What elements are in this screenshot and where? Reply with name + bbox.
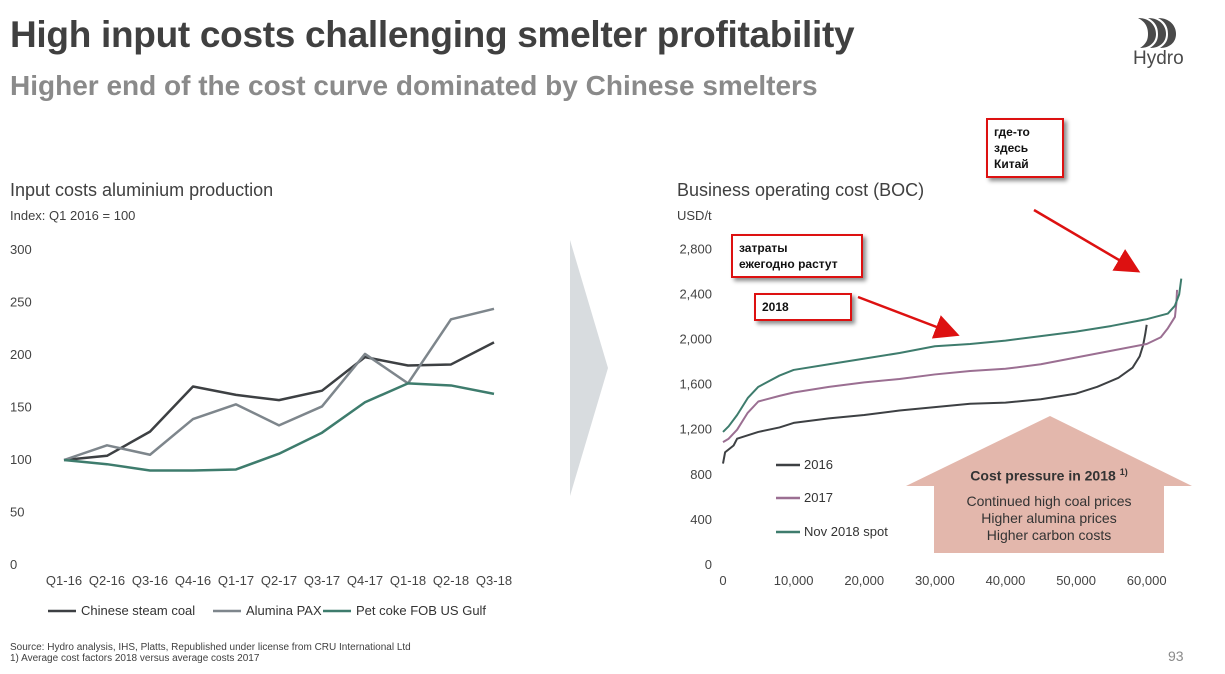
right-y-tick-label: 400 (690, 512, 712, 527)
left-x-tick-label: Q4-16 (175, 573, 211, 588)
hydro-logo-icon (1138, 18, 1176, 48)
right-y-tick-label: 2,800 (679, 241, 712, 256)
callout-heading-text: Cost pressure in 2018 (970, 467, 1116, 484)
right-y-tick-label: 2,000 (679, 331, 712, 346)
right-chart-title: Business operating cost (BOC) (677, 180, 925, 200)
right-series-line (722, 278, 1183, 433)
left-legend-item: Chinese steam coal (48, 603, 195, 618)
right-legend-item: 2016 (776, 457, 833, 472)
boc-chart: 0 400 800 1,200 1,600 2,000 2,400 2,800 0 10,000 2… (679, 241, 1183, 588)
callout-heading-footnote: 1) (1119, 467, 1128, 477)
footnote-1: 1) Average cost factors 2018 versus aver… (10, 653, 260, 664)
left-x-tick-label: Q3-18 (476, 573, 512, 588)
callout-line: Higher alumina prices (981, 509, 1117, 526)
left-chart-title: Input costs aluminium production (10, 180, 274, 200)
right-legend-label: 2016 (804, 457, 833, 472)
left-x-tick-label: Q2-16 (89, 573, 125, 588)
right-legend-label: 2017 (804, 490, 833, 505)
left-x-tick-label: Q1-16 (46, 573, 82, 588)
right-series-line (722, 324, 1148, 464)
annotation-arrow-2018 (857, 295, 960, 339)
left-x-tick-label: Q2-18 (433, 573, 469, 588)
footnotes: Source: Hydro analysis, IHS, Platts, Rep… (10, 642, 411, 664)
left-y-tick-label: 50 (10, 505, 24, 520)
left-series-line (63, 382, 495, 472)
right-legend-label: Nov 2018 spot (804, 524, 888, 539)
right-x-tick-label: 20,000 (844, 573, 884, 588)
left-legend-item: Alumina PAX (213, 603, 322, 618)
right-legend-item: 2017 (776, 490, 833, 505)
left-x-tick-label: Q3-17 (304, 573, 340, 588)
right-x-tick-label: 50,000 (1056, 573, 1096, 588)
callout-line: Continued high coal prices (966, 492, 1132, 509)
left-y-tick-label: 100 (10, 452, 32, 467)
left-legend-label: Alumina PAX (246, 603, 322, 618)
left-legend-label: Pet coke FOB US Gulf (356, 603, 486, 618)
right-y-tick-label: 0 (705, 557, 712, 572)
page-number: 93 (1168, 648, 1184, 664)
annotation-arrow-china (1033, 208, 1141, 273)
right-y-tick-label: 1,600 (679, 377, 712, 392)
left-series-line (63, 341, 495, 462)
annotation-2018: 2018 (754, 293, 852, 321)
annotation-costs-grow: затраты ежегодно растут (731, 234, 863, 278)
left-x-tick-label: Q4-17 (347, 573, 383, 588)
cost-pressure-callout: Cost pressure in 2018 1) Continued high … (934, 464, 1164, 544)
left-x-tick-label: Q1-18 (390, 573, 426, 588)
left-y-tick-label: 150 (10, 400, 32, 415)
left-x-tick-label: Q2-17 (261, 573, 297, 588)
right-legend-item: Nov 2018 spot (776, 524, 888, 539)
callout-line: Higher carbon costs (986, 526, 1112, 543)
left-x-tick-label: Q1-17 (218, 573, 254, 588)
left-x-tick-label: Q3-16 (132, 573, 168, 588)
right-y-tick-label: 800 (690, 467, 712, 482)
source-note: Source: Hydro analysis, IHS, Platts, Rep… (10, 642, 411, 653)
annotation-arrows (857, 208, 1141, 339)
transition-arrow-icon (570, 240, 608, 496)
right-x-tick-label: 0 (719, 573, 726, 588)
page-subtitle: Higher end of the cost curve dominated b… (10, 70, 818, 101)
annotation-china: где-то здесь Китай (986, 118, 1064, 178)
left-y-tick-label: 0 (10, 557, 17, 572)
left-legend-label: Chinese steam coal (81, 603, 195, 618)
left-chart-subtitle: Index: Q1 2016 = 100 (10, 208, 136, 223)
right-series-line (722, 289, 1179, 443)
left-y-tick-label: 300 (10, 242, 32, 257)
right-y-tick-label: 2,400 (679, 286, 712, 301)
right-x-tick-label: 40,000 (986, 573, 1026, 588)
right-x-tick-label: 30,000 (915, 573, 955, 588)
left-y-tick-label: 200 (10, 347, 32, 362)
callout-heading: Cost pressure in 2018 1) (934, 464, 1164, 485)
right-x-tick-label: 60,000 (1127, 573, 1167, 588)
right-chart-ylabel: USD/t (677, 208, 712, 223)
hydro-logo-text: Hydro (1133, 48, 1184, 69)
input-costs-chart: 0 50 100 150 200 250 300 Q1-16 Q2-16 Q3-16 Q4-16 Q1… (10, 242, 512, 618)
cost-pressure-callout-shape (906, 416, 1192, 553)
left-y-tick-label: 250 (10, 295, 32, 310)
right-x-tick-label: 10,000 (774, 573, 814, 588)
left-series-line (63, 307, 495, 462)
page-title: High input costs challenging smelter pro… (10, 14, 855, 55)
left-legend-item: Pet coke FOB US Gulf (323, 603, 486, 618)
right-y-tick-label: 1,200 (679, 422, 712, 437)
